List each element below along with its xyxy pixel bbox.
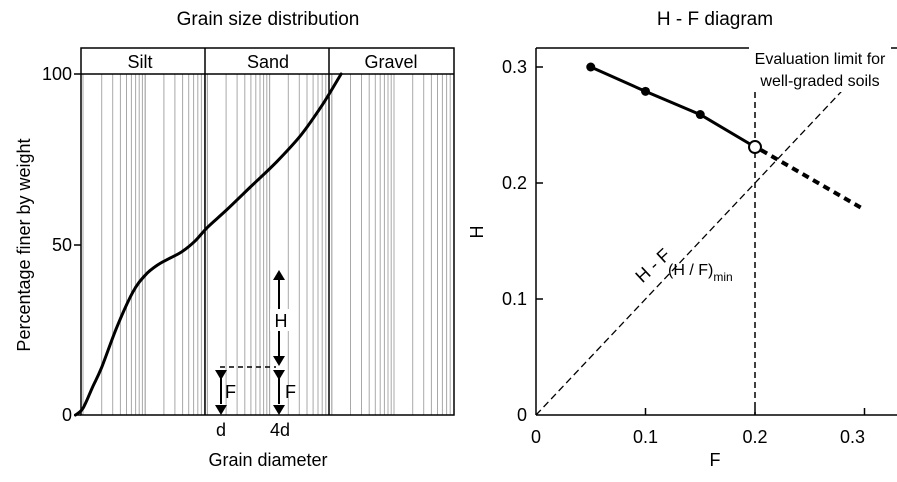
marker-label-d: d [216,420,226,440]
right-y-tick-label: 0.2 [502,173,527,193]
min-ratio-label: (H / F)min [668,262,733,284]
h-f-data-point [641,86,650,96]
left-y-label-100: 100 [42,64,72,84]
right-y-axis-label: H [467,226,487,239]
f-arrow-right [273,370,285,415]
zone-label-sand: Sand [247,52,289,72]
right-x-tick-label: 0.3 [840,427,865,447]
h-f-data-point [695,110,705,120]
right-x-axis-label: F [710,450,721,470]
marker-label-4d: 4d [270,420,290,440]
left-chart-title: Grain size distribution [177,9,360,30]
h-label-bg [270,309,292,331]
limit-label-line2: well-graded soils [759,73,879,90]
left-x-axis-label: Grain diameter [208,450,327,470]
zone-label-silt: Silt [127,52,152,72]
left-curve-group [74,72,343,417]
extrapolation-line [760,148,866,212]
h-f-min-point [748,140,762,155]
right-plot-area [536,62,866,416]
limit-label-bg [749,46,891,92]
right-x-tick-label: 0 [531,427,541,447]
zone-label-gravel: Gravel [364,52,417,72]
limit-label-line1: Evaluation limit for [755,51,886,68]
h-f-series-line [590,65,756,149]
right-chart-title: H - F diagram [657,9,773,30]
right-y-tick-label: 0.3 [502,57,527,77]
h-f-data-point [586,62,596,72]
left-y-label-50: 50 [52,235,72,255]
right-y-tick-label: 0 [517,405,527,425]
right-x-tick-label: 0.2 [742,427,767,447]
left-y-axis-label: Percentage finer by weight [14,138,34,351]
hf-diagonal-line [536,66,865,416]
left-y-label-0: 0 [62,405,72,425]
left-grid [82,74,451,415]
left-plot-frame [80,47,455,416]
h-label: H [275,311,288,331]
f-label-left: F [225,382,236,402]
grain-size-curve [74,72,343,417]
right-x-tick-label: 0.1 [633,427,658,447]
f-label-right: F [285,382,296,402]
f-arrow-left [215,370,227,415]
min-ratio-main: (H / F) [668,262,713,279]
min-ratio-subscript: min [713,270,732,284]
right-y-tick-label: 0.1 [502,289,527,309]
right-ticks: 00 0.1 0.1 0.2 0.2 0.3 0.3 [502,57,866,447]
